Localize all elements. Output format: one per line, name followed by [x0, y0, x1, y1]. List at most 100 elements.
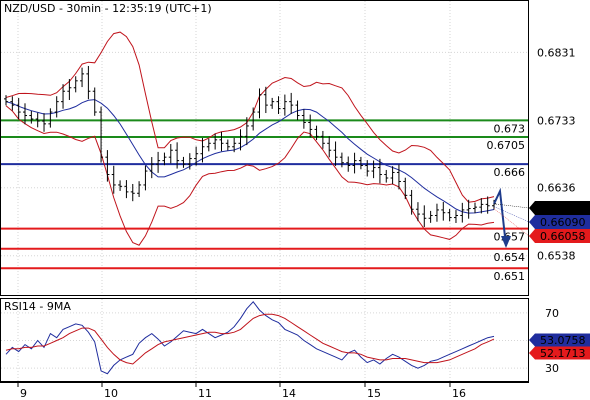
time-tick-label: 11 [198, 387, 212, 400]
ohlc-bar [365, 160, 370, 177]
ohlc-bar [339, 152, 344, 168]
ohlc-bar [238, 129, 243, 151]
rsi-title: RSI14 - 9MA [4, 300, 71, 313]
ohlc-bar [118, 180, 123, 191]
ohlc-bar [23, 103, 28, 125]
ohlc-bar [346, 156, 351, 172]
ohlc-bar [257, 88, 262, 119]
ohlc-bar [384, 169, 389, 183]
ohlc-bar [143, 165, 148, 191]
ohlc-bar [111, 165, 116, 194]
price-axis-labels: 0.6831 0.6733 0.6636 0.6538 [537, 46, 576, 262]
ohlc-bar [244, 117, 249, 146]
ohlc-bar [352, 152, 357, 174]
ohlc-bar [358, 156, 363, 170]
price-tag-bg [529, 229, 590, 243]
price-tag-label: 0.66128 [540, 202, 586, 215]
time-tick-label: 9 [20, 387, 27, 400]
price-panel-frame [0, 0, 529, 296]
ohlc-bar [441, 202, 446, 221]
ohlc-bar [61, 84, 66, 109]
time-tick-label: 14 [282, 387, 296, 400]
ohlc-bar [232, 137, 237, 153]
bollinger-upper-band [5, 31, 495, 203]
price-tag: 0.66058 [493, 208, 590, 243]
ohlc-bar [415, 202, 420, 222]
price-tag-leader [493, 208, 530, 237]
ohlc-bar [390, 166, 395, 185]
time-axis: 9 10 11 14 15 16 [0, 382, 529, 400]
level-label: 0.673 [494, 122, 526, 135]
rsi-tag-label: 53.0758 [540, 334, 586, 347]
level-label: 0.651 [494, 270, 526, 283]
ohlc-bar [124, 180, 129, 199]
price-tick-label: 0.6538 [537, 250, 576, 263]
ohlc-bar [396, 164, 401, 190]
ohlc-bar [453, 210, 458, 223]
rsi-panel-frame [0, 298, 529, 382]
ohlc-bar [92, 87, 97, 116]
ohlc-bar [181, 156, 186, 168]
ohlc-bar [409, 189, 414, 215]
ohlc-bar [206, 138, 211, 152]
ohlc-bar [73, 76, 78, 93]
ohlc-bar [162, 152, 167, 166]
ohlc-bar [225, 139, 230, 151]
ohlc-bar [54, 96, 59, 118]
ohlc-bar [320, 130, 325, 149]
ohlc-bar [371, 160, 376, 179]
ohlc-bar [270, 97, 275, 109]
rsi-grid [1, 299, 528, 382]
rsi-line [5, 301, 495, 375]
level-label: 0.6705 [487, 139, 526, 152]
ohlc-bar [86, 65, 91, 100]
ohlc-bar [466, 199, 471, 219]
rsi-tag-label: 52.1713 [540, 347, 586, 360]
ohlc-bar [99, 106, 104, 163]
ohlc-bar [314, 125, 319, 141]
rsi-tick-label: 70 [545, 307, 559, 320]
ohlc-bar [289, 92, 294, 114]
ohlc-bar [130, 183, 135, 202]
level-label: 0.666 [494, 166, 526, 179]
time-tick-label: 15 [367, 387, 381, 400]
ohlc-bar [194, 146, 199, 166]
ohlc-bar [377, 158, 382, 184]
ohlc-bar [168, 143, 173, 164]
ohlc-bar [219, 131, 224, 152]
level-label: 0.654 [494, 251, 526, 264]
rsi-tag: 52.1713 [529, 346, 590, 360]
ohlc-bar [460, 202, 465, 223]
rsi-tag: 53.0758 [529, 333, 590, 347]
ohlc-bar [327, 136, 332, 158]
ohlc-bar [10, 96, 15, 111]
ohlc-bar [263, 86, 268, 114]
price-tick-label: 0.6636 [537, 182, 576, 195]
ohlc-bar [187, 153, 192, 170]
ohlc-bar [137, 181, 142, 198]
ohlc-bar [67, 79, 72, 100]
ohlc-bar [308, 114, 313, 138]
ohlc-bar [434, 203, 439, 222]
price-tag-bg [529, 215, 590, 229]
ohlc-bar [251, 107, 256, 131]
price-tag: 0.66128 [493, 201, 590, 215]
price-tick-label: 0.6831 [537, 46, 576, 59]
ohlc-bar [422, 205, 427, 228]
price-tag-label: 0.66058 [540, 230, 586, 243]
ohlc-bar [42, 113, 47, 132]
ohlc-bar [301, 109, 306, 129]
price-tag-bg [529, 201, 590, 215]
ohlc-bar [156, 151, 161, 173]
ohlc-bar [213, 133, 218, 150]
ohlc-bar [479, 198, 484, 214]
price-tag-leader [493, 206, 530, 223]
ohlc-bar [175, 142, 180, 169]
ohlc-bar [447, 208, 452, 222]
ohlc-bar [276, 96, 281, 115]
forecast-arrow-path [493, 187, 507, 247]
